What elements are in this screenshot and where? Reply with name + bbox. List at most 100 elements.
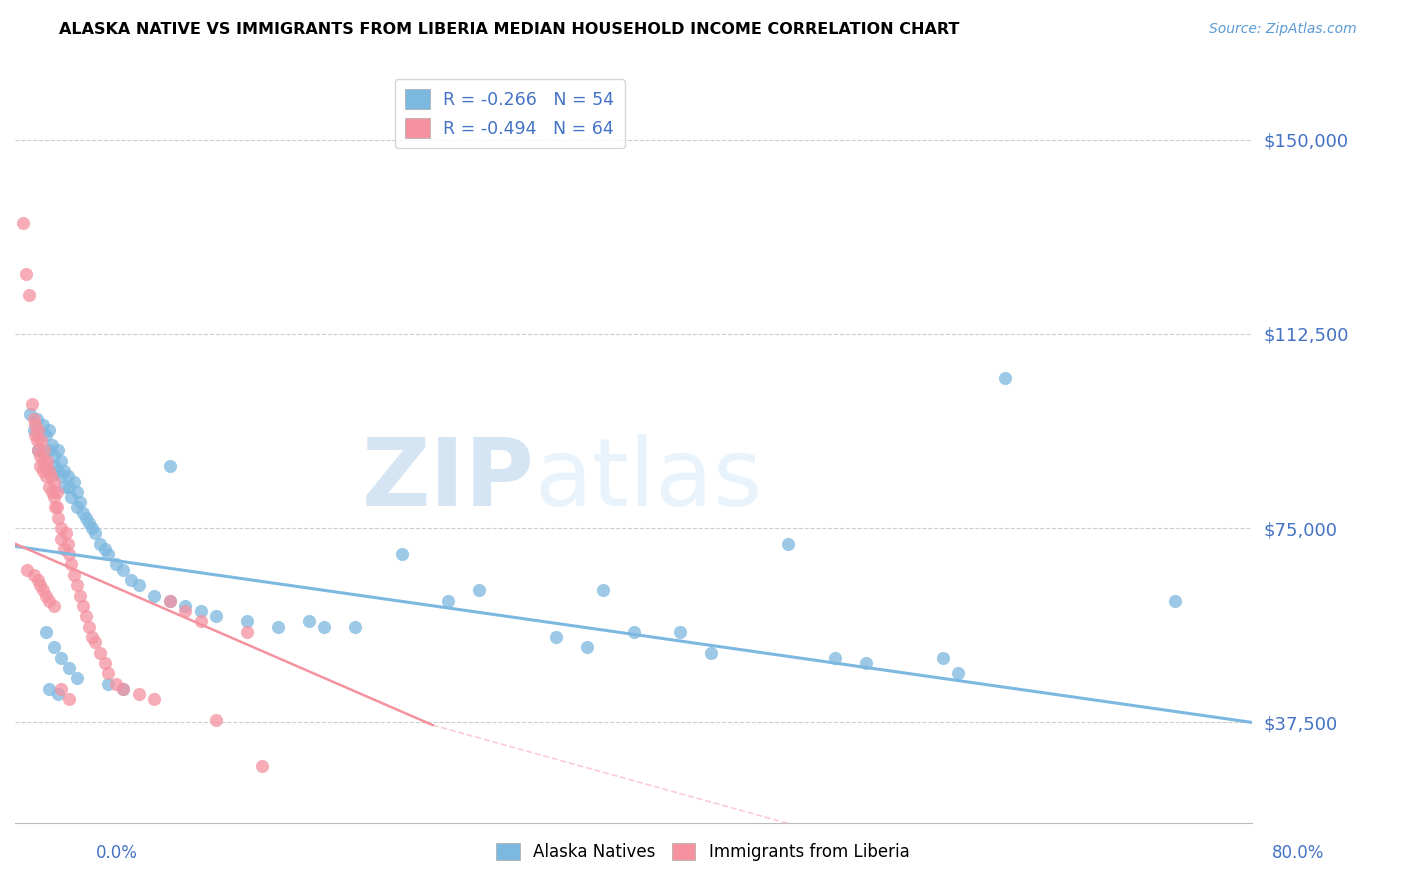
- Point: [51, 650, 73, 665]
- Point: [174, 599, 197, 613]
- Point: [66, 578, 89, 592]
- Point: [104, 676, 127, 690]
- Point: [66, 484, 89, 499]
- Point: [77, 516, 100, 530]
- Point: [112, 681, 135, 696]
- Point: [104, 558, 127, 572]
- Point: [546, 630, 568, 644]
- Point: [205, 609, 228, 624]
- Point: [51, 521, 73, 535]
- Point: [56, 469, 79, 483]
- Point: [46, 511, 69, 525]
- Point: [252, 759, 274, 773]
- Point: [58, 480, 80, 494]
- Point: [143, 692, 166, 706]
- Point: [62, 475, 84, 489]
- Text: atlas: atlas: [534, 434, 763, 526]
- Point: [824, 650, 846, 665]
- Point: [59, 558, 82, 572]
- Point: [28, 449, 51, 463]
- Point: [159, 458, 181, 473]
- Point: [45, 484, 67, 499]
- Point: [58, 547, 80, 561]
- Point: [27, 443, 49, 458]
- Point: [159, 593, 181, 607]
- Point: [38, 593, 60, 607]
- Point: [35, 624, 58, 639]
- Point: [28, 458, 51, 473]
- Point: [855, 656, 877, 670]
- Point: [27, 443, 49, 458]
- Point: [39, 469, 62, 483]
- Point: [82, 521, 104, 535]
- Point: [38, 681, 60, 696]
- Point: [45, 500, 67, 515]
- Point: [25, 433, 48, 447]
- Point: [55, 526, 77, 541]
- Point: [669, 624, 692, 639]
- Point: [59, 490, 82, 504]
- Point: [437, 593, 460, 607]
- Point: [14, 268, 37, 282]
- Point: [314, 619, 336, 633]
- Point: [46, 464, 69, 478]
- Point: [84, 635, 107, 649]
- Point: [66, 672, 89, 686]
- Point: [69, 495, 91, 509]
- Point: [31, 464, 53, 478]
- Point: [15, 563, 38, 577]
- Point: [53, 464, 76, 478]
- Point: [24, 417, 46, 432]
- Point: [236, 615, 259, 629]
- Point: [34, 443, 56, 458]
- Point: [948, 666, 970, 681]
- Point: [22, 412, 45, 426]
- Point: [22, 567, 45, 582]
- Point: [77, 619, 100, 633]
- Point: [778, 537, 800, 551]
- Point: [42, 475, 65, 489]
- Point: [97, 676, 120, 690]
- Point: [1164, 593, 1187, 607]
- Point: [932, 650, 955, 665]
- Point: [53, 480, 76, 494]
- Point: [84, 526, 107, 541]
- Point: [38, 443, 60, 458]
- Point: [97, 547, 120, 561]
- Point: [72, 599, 94, 613]
- Point: [93, 541, 115, 556]
- Point: [112, 681, 135, 696]
- Text: Source: ZipAtlas.com: Source: ZipAtlas.com: [1209, 22, 1357, 37]
- Point: [205, 713, 228, 727]
- Point: [28, 578, 51, 592]
- Text: 80.0%: 80.0%: [1272, 844, 1324, 862]
- Point: [89, 646, 111, 660]
- Point: [51, 532, 73, 546]
- Point: [53, 541, 76, 556]
- Point: [143, 589, 166, 603]
- Point: [18, 288, 41, 302]
- Point: [35, 589, 58, 603]
- Point: [58, 692, 80, 706]
- Point: [41, 484, 63, 499]
- Point: [58, 661, 80, 675]
- Point: [41, 438, 63, 452]
- Point: [27, 573, 49, 587]
- Point: [11, 215, 34, 229]
- Point: [35, 428, 58, 442]
- Point: [623, 624, 645, 639]
- Point: [24, 428, 46, 442]
- Text: ALASKA NATIVE VS IMMIGRANTS FROM LIBERIA MEDIAN HOUSEHOLD INCOME CORRELATION CHA: ALASKA NATIVE VS IMMIGRANTS FROM LIBERIA…: [59, 22, 959, 37]
- Point: [44, 500, 66, 515]
- Point: [267, 619, 290, 633]
- Text: 0.0%: 0.0%: [96, 844, 138, 862]
- Point: [994, 371, 1017, 385]
- Point: [25, 412, 48, 426]
- Point: [38, 423, 60, 437]
- Point: [112, 563, 135, 577]
- Point: [44, 458, 66, 473]
- Point: [42, 640, 65, 655]
- Point: [700, 646, 723, 660]
- Point: [38, 464, 60, 478]
- Text: ZIP: ZIP: [361, 434, 534, 526]
